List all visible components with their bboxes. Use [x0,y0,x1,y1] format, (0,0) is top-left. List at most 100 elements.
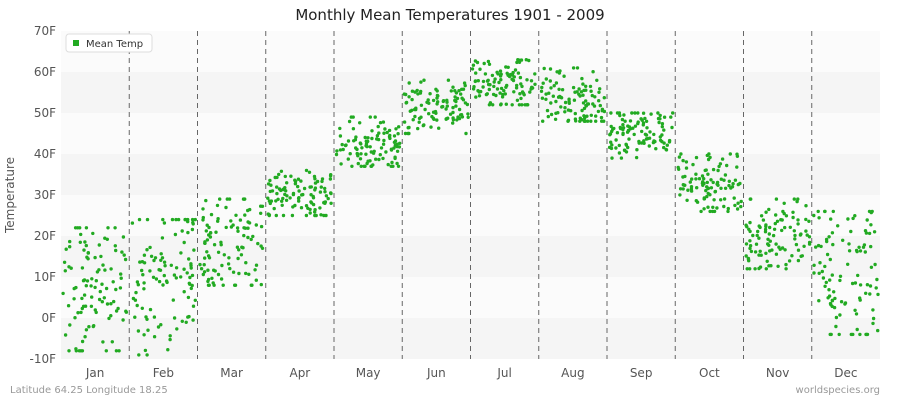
data-point [159,258,163,262]
data-point [283,174,287,179]
data-point [829,217,833,221]
data-point [735,165,739,169]
data-point [660,133,664,137]
data-point [363,135,367,140]
data-point [390,160,394,165]
data-point [563,110,567,114]
data-point [184,320,188,324]
data-point [732,196,736,200]
data-point [723,173,728,177]
data-point [498,91,502,95]
data-point [793,233,797,238]
data-point [549,101,553,105]
data-point [483,72,488,76]
data-point [78,226,82,230]
data-point [114,309,119,313]
data-point [573,111,577,116]
data-point [226,262,231,266]
data-point [159,323,163,327]
data-point [351,127,356,131]
data-point [753,250,758,254]
data-point [581,82,585,86]
data-point [633,124,638,128]
data-point [444,117,448,121]
data-point [602,96,606,100]
data-point [415,88,419,93]
data-point [772,227,777,231]
data-point [384,150,388,154]
data-point [214,230,218,234]
data-point [277,172,281,177]
data-point [142,333,146,337]
data-point [557,87,561,92]
data-point [358,141,362,145]
y-tick-label: 70F [34,24,56,38]
data-point [816,243,821,248]
data-point [299,179,303,183]
data-point [346,157,350,161]
data-point [763,227,768,232]
data-point [94,279,99,283]
data-point [368,145,372,149]
data-point [185,271,189,275]
data-point [176,217,181,222]
data-point [246,226,250,230]
data-point [368,159,372,163]
legend-label: Mean Temp [86,39,143,50]
data-point [515,83,519,88]
data-point [124,309,128,313]
data-point [204,229,208,233]
data-point [548,67,553,71]
data-point [259,211,263,215]
data-point [437,126,441,130]
data-point [419,103,424,108]
data-point [838,274,843,278]
data-point [354,135,358,139]
data-point [396,132,400,136]
data-point [706,186,710,191]
data-point [649,112,653,116]
data-point [297,189,301,193]
data-point [695,200,700,204]
data-point [706,172,710,176]
data-point [359,164,363,168]
data-point [103,236,107,240]
data-point [838,313,842,317]
data-point [867,231,872,236]
data-point [504,65,508,69]
data-point [133,298,138,302]
data-point [251,234,255,239]
data-point [774,252,779,256]
data-point [471,63,476,67]
data-point [615,111,620,115]
data-point [755,233,759,238]
data-point [488,83,492,87]
data-point [521,91,526,96]
data-point [275,191,279,196]
data-point [796,258,801,263]
data-point [712,209,717,214]
data-point [558,69,562,73]
data-point [275,175,279,180]
data-point [323,201,327,205]
data-point [289,174,293,178]
data-point [133,315,137,319]
data-point [843,302,847,306]
data-point [207,283,211,287]
data-point [381,156,385,161]
data-point [68,323,72,327]
data-point [857,245,861,249]
data-point [465,102,470,107]
data-point [394,144,398,148]
data-point [817,271,821,275]
data-point [854,312,859,316]
data-point [377,157,381,162]
data-point [338,148,343,152]
data-point [700,174,705,178]
data-point [652,132,656,137]
data-point [784,214,789,218]
data-point [94,310,98,315]
data-point [722,197,727,201]
data-point [121,318,125,322]
data-point [218,197,222,201]
